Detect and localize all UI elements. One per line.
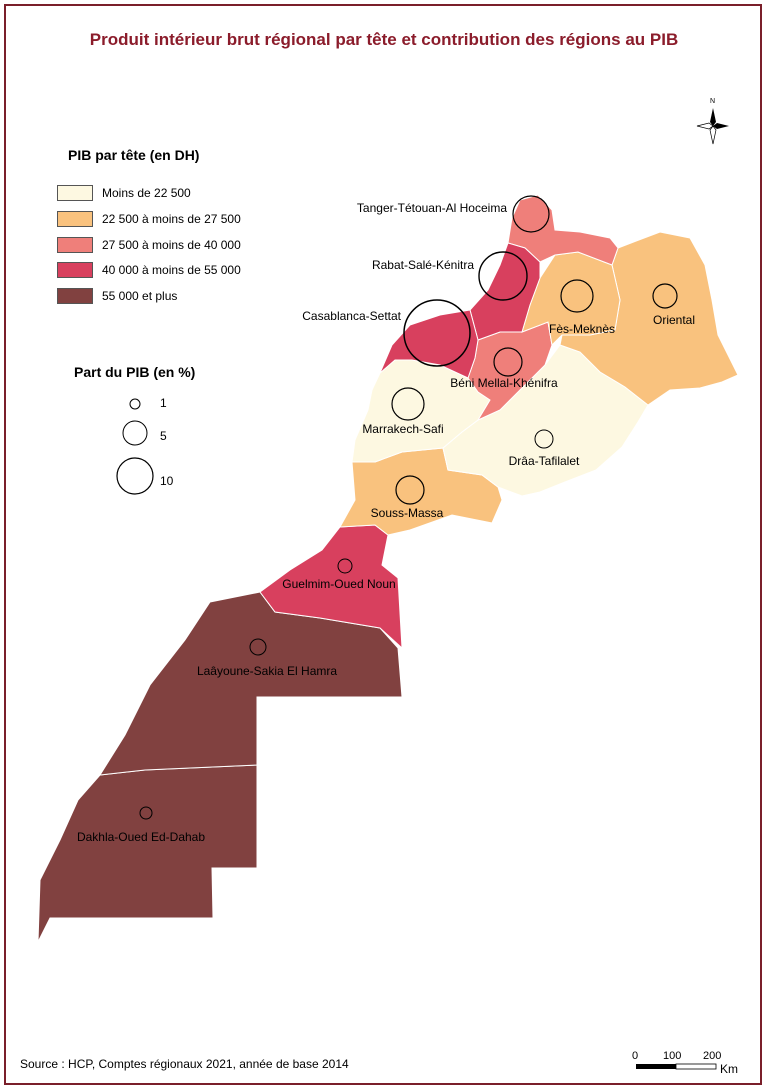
gdp-symbol-beni-mellal	[493, 347, 523, 377]
gdp-symbol-tanger	[512, 195, 550, 233]
scale-unit: Km	[720, 1062, 738, 1076]
region-label: Dakhla-Oued Ed-Dahab	[77, 830, 205, 844]
north-label: N	[710, 98, 716, 105]
region-label: Tanger-Tétouan-Al Hoceima	[357, 201, 507, 215]
size-legend-label-5: 5	[160, 429, 167, 443]
gdp-symbol-laayoune	[249, 638, 267, 656]
region-label: Rabat-Salé-Kénitra	[372, 258, 474, 272]
color-legend-heading: PIB par tête (en DH)	[68, 147, 200, 163]
gdp-symbol-casablanca	[403, 299, 471, 367]
size-legend-circle-5	[122, 420, 148, 446]
size-legend-circle-1	[129, 398, 141, 410]
size-legend-label-1: 1	[160, 396, 167, 410]
region-label: Marrakech-Safi	[362, 422, 443, 436]
legend-item-class-5: 55 000 et plus	[57, 287, 177, 305]
legend-swatch	[57, 185, 93, 201]
gdp-symbol-dakhla	[139, 806, 153, 820]
legend-label: 22 500 à moins de 27 500	[102, 212, 241, 226]
scale-bar	[636, 1063, 717, 1070]
scale-label-0: 0	[632, 1050, 639, 1062]
gdp-symbol-fes	[560, 279, 594, 313]
size-legend-heading: Part du PIB (en %)	[74, 364, 196, 380]
legend-label: 40 000 à moins de 55 000	[102, 263, 241, 277]
legend-label: 55 000 et plus	[102, 289, 178, 303]
scale-label-200: 200	[703, 1050, 722, 1062]
gdp-symbol-guelmim	[337, 558, 353, 574]
scale-label-100: 100	[663, 1050, 682, 1062]
region-rabat-sale-kenitra[interactable]	[469, 242, 541, 341]
legend-label: Moins de 22 500	[102, 186, 191, 200]
region-label: Béni Mellal-Khénifra	[450, 376, 558, 390]
legend-swatch	[57, 288, 93, 304]
gdp-symbol-oriental	[652, 283, 678, 309]
region-label: Guelmim-Oued Noun	[282, 577, 395, 591]
region-dakhla-oued-ed-dahab[interactable]	[37, 764, 258, 943]
region-label: Casablanca-Settat	[302, 309, 401, 323]
legend-item-class-2: 22 500 à moins de 27 500	[57, 210, 241, 228]
legend-item-class-1: Moins de 22 500	[57, 184, 191, 202]
size-legend-circle-10	[116, 457, 154, 495]
gdp-symbol-rabat	[478, 251, 528, 301]
region-label: Drâa-Tafilalet	[509, 454, 580, 468]
region-label: Fès-Meknès	[549, 322, 615, 336]
legend-swatch	[57, 262, 93, 278]
gdp-symbol-marrakech	[391, 387, 425, 421]
gdp-symbol-souss	[395, 475, 425, 505]
north-arrow-icon	[696, 108, 729, 145]
gdp-symbol-draa	[534, 429, 554, 449]
legend-swatch	[57, 211, 93, 227]
legend-label: 27 500 à moins de 40 000	[102, 238, 241, 252]
region-label: Souss-Massa	[371, 506, 444, 520]
legend-item-class-3: 27 500 à moins de 40 000	[57, 236, 241, 254]
legend-item-class-4: 40 000 à moins de 55 000	[57, 261, 241, 279]
size-legend-label-10: 10	[160, 474, 174, 488]
map-title: Produit intérieur brut régional par tête…	[89, 30, 679, 49]
region-label: Oriental	[653, 313, 695, 327]
region-label: Laâyoune-Sakia El Hamra	[197, 664, 337, 678]
source-note: Source : HCP, Comptes régionaux 2021, an…	[20, 1057, 349, 1071]
map-frame	[4, 4, 762, 1085]
legend-swatch	[57, 237, 93, 253]
